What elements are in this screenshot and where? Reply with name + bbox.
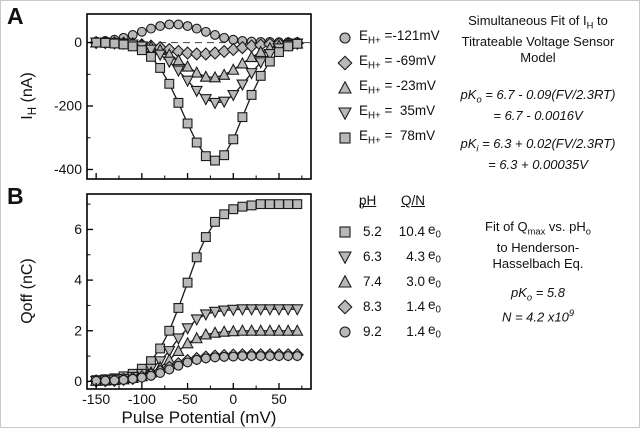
- svg-text:4: 4: [74, 272, 82, 288]
- legend-item-ph-92: 9.2 1.4 e0: [337, 319, 441, 344]
- legend-item-eh-35: EH+ = 35mV: [337, 100, 440, 125]
- diamond-marker-icon: [337, 54, 353, 71]
- legend-label: EH+ =-121mV: [359, 28, 440, 47]
- fit-a-eq2-line1: pKi = 6.3 + 0.02(FV/2.3RT): [460, 135, 616, 154]
- legend-panel-b: pH o Q/N 5.2 10.4 e0 6.3 4.3 e0 7.4 3.0 e…: [337, 193, 441, 344]
- svg-text:50: 50: [271, 391, 287, 407]
- diamond-marker-icon: [337, 298, 353, 315]
- fit-annotation-a: Simultaneous Fit of IH to Titrateable Vo…: [437, 13, 639, 172]
- legend-label: EH+ = 35mV: [359, 103, 436, 122]
- triangle-down-marker-icon: [338, 106, 352, 120]
- fit-a-title-line3: Model: [520, 49, 556, 65]
- y-b-rest: (nC): [19, 258, 36, 294]
- fit-annotation-b: Fit of Qmax vs. pHo to Henderson- Hassel…: [437, 219, 639, 325]
- triangle-up-marker-icon: [338, 80, 352, 94]
- legend-b-header: pH o Q/N: [337, 193, 441, 215]
- legend-item-eh-69: EH+ = -69mV: [337, 50, 440, 75]
- x-axis-label: Pulse Potential (mV): [121, 408, 277, 427]
- legend-item-ph-74: 7.4 3.0 e0: [337, 269, 441, 294]
- fit-b-eq1: pKo = 5.8: [511, 285, 565, 303]
- circle-marker-icon: [339, 325, 351, 338]
- panel-b-plot: -150 -100 -50 0 50 0 2 4 6: [74, 193, 312, 407]
- svg-text:0: 0: [74, 34, 82, 50]
- legend-item-eh-78: EH+ = 78mV: [337, 125, 440, 150]
- legend-panel-a: EH+ =-121mV EH+ = -69mV EH+ = -23mV EH+ …: [337, 25, 440, 150]
- panel-a-plot: 0 -200 -400: [54, 13, 312, 180]
- legend-b-rows: 5.2 10.4 e0 6.3 4.3 e0 7.4 3.0 e0 8.3 1.…: [337, 219, 441, 344]
- circle-marker-icon: [339, 31, 351, 44]
- y-a-main: I: [19, 115, 36, 120]
- svg-text:0: 0: [74, 373, 82, 389]
- square-marker-icon: [339, 225, 351, 238]
- fit-b-title-line1: Fit of Qmax vs. pHo: [485, 219, 591, 237]
- panel-a-y-axis-label: IH (nA): [19, 46, 39, 146]
- panel-b-y-axis-label: Qoff (nC): [19, 236, 37, 346]
- legend-item-ph-83: 8.3 1.4 e0: [337, 294, 441, 319]
- square-marker-icon: [339, 131, 351, 144]
- svg-text:-150: -150: [82, 391, 110, 407]
- fit-a-eq2-line2: = 6.3 + 0.00035V: [488, 156, 588, 172]
- legend-item-ph-52: 5.2 10.4 e0: [337, 219, 441, 244]
- panel-a-label: A: [7, 3, 24, 29]
- fit-b-title-line3: Hasselbach Eq.: [492, 255, 584, 271]
- svg-text:-200: -200: [54, 98, 82, 114]
- fit-a-title-line2: Titrateable Voltage Sensor: [461, 34, 615, 50]
- svg-text:2: 2: [74, 322, 82, 338]
- svg-text:-400: -400: [54, 161, 82, 177]
- fit-a-eq1-line1: pKo = 6.7 - 0.09(FV/2.3RT): [460, 87, 616, 105]
- y-a-sub: H: [27, 106, 40, 116]
- triangle-down-marker-icon: [338, 250, 352, 264]
- legend-label: EH+ = 78mV: [359, 128, 436, 147]
- svg-text:-50: -50: [177, 391, 197, 407]
- legend-item-eh-23: EH+ = -23mV: [337, 75, 440, 100]
- qn-column-header: Q/N: [401, 193, 426, 208]
- y-a-rest: (nA): [19, 72, 36, 107]
- legend-item-ph-63: 6.3 4.3 e0: [337, 244, 441, 269]
- fit-a-eq1-line2: = 6.7 - 0.0016V: [493, 108, 583, 124]
- fit-b-eq2: N = 4.2 x109: [501, 308, 575, 325]
- svg-text:6: 6: [74, 221, 82, 237]
- svg-text:0: 0: [229, 391, 237, 407]
- legend-label: EH+ = -23mV: [359, 78, 436, 97]
- panel-b-label: B: [7, 183, 24, 209]
- fit-b-title-line2: to Henderson-: [496, 240, 580, 256]
- svg-text:-100: -100: [128, 391, 156, 407]
- legend-label: EH+ = -69mV: [359, 53, 436, 72]
- triangle-up-marker-icon: [338, 274, 352, 288]
- ph-column-header: pH o: [359, 193, 377, 212]
- y-b-main: Qoff: [19, 293, 36, 324]
- fit-a-title-line1: Simultaneous Fit of IH to: [468, 13, 608, 31]
- legend-item-eh-121: EH+ =-121mV: [337, 25, 440, 50]
